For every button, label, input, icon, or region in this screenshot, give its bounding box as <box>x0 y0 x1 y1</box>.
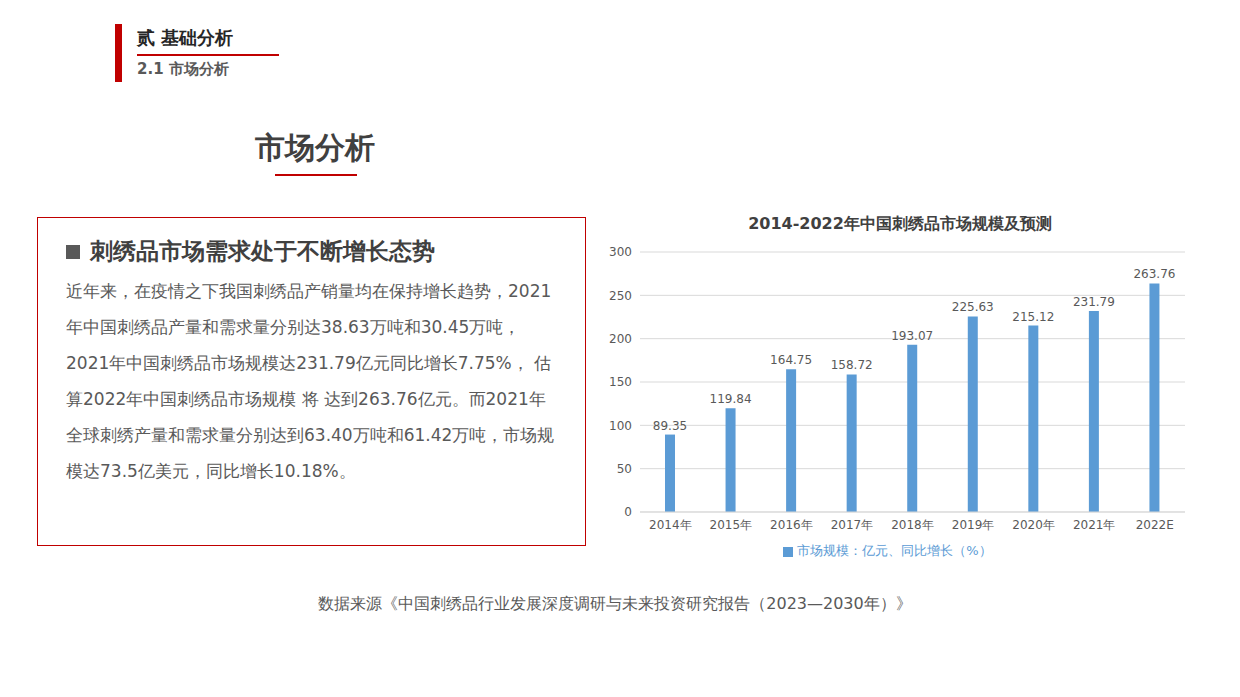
svg-text:231.79: 231.79 <box>1073 295 1115 309</box>
html-text:2014-2022年中国刺绣品市场规模及预测: 2014-2022年中国刺绣品市场规模及预测 <box>748 214 1052 233</box>
svg-text:2020年: 2020年 <box>1012 518 1055 532</box>
svg-text:164.75: 164.75 <box>770 353 812 367</box>
svg-text:119.84: 119.84 <box>710 392 752 406</box>
svg-text:2017年: 2017年 <box>831 518 874 532</box>
svg-text:2018年: 2018年 <box>891 518 934 532</box>
svg-text:2014年: 2014年 <box>649 518 692 532</box>
svg-text:2015年: 2015年 <box>710 518 753 532</box>
svg-text:2019年: 2019年 <box>952 518 995 532</box>
svg-text:158.72: 158.72 <box>831 358 873 372</box>
html-text:2.1 市场分析: 2.1 市场分析 <box>137 60 229 78</box>
svg-text:2022E: 2022E <box>1136 518 1174 532</box>
svg-text:250: 250 <box>609 289 632 303</box>
html-text:数据来源《中国刺绣品行业发展深度调研与未来投资研究报告（20: 数据来源《中国刺绣品行业发展深度调研与未来投资研究报告（2023—2030年）》 <box>318 594 912 613</box>
svg-text:300: 300 <box>609 245 632 259</box>
svg-text:2016年: 2016年 <box>770 518 813 532</box>
html-text:市场分析: 市场分析 <box>255 130 375 165</box>
html-text:市场规模：亿元、同比增长（%）: 市场规模：亿元、同比增长（%） <box>797 543 992 558</box>
svg-text:0: 0 <box>624 505 632 519</box>
svg-text:263.76: 263.76 <box>1133 267 1175 281</box>
svg-text:2021年: 2021年 <box>1073 518 1116 532</box>
svg-text:193.07: 193.07 <box>891 329 933 343</box>
svg-text:89.35: 89.35 <box>653 419 687 433</box>
html-text:刺绣品市场需求处于不断增长态势: 刺绣品市场需求处于不断增长态势 <box>90 238 435 264</box>
svg-text:100: 100 <box>609 419 632 433</box>
svg-text:200: 200 <box>609 332 632 346</box>
html-text:贰 基础分析: 贰 基础分析 <box>137 27 234 48</box>
svg-text:225.63: 225.63 <box>952 300 994 314</box>
svg-text:50: 50 <box>617 462 632 476</box>
svg-text:150: 150 <box>609 375 632 389</box>
svg-text:215.12: 215.12 <box>1012 310 1054 324</box>
html-text:近年来，在疫情之下我国刺绣品产销量均在保持增长趋势，2021: 近年来，在疫情之下我国刺绣品产销量均在保持增长趋势，2021年中国刺绣品产量和需… <box>66 281 555 481</box>
